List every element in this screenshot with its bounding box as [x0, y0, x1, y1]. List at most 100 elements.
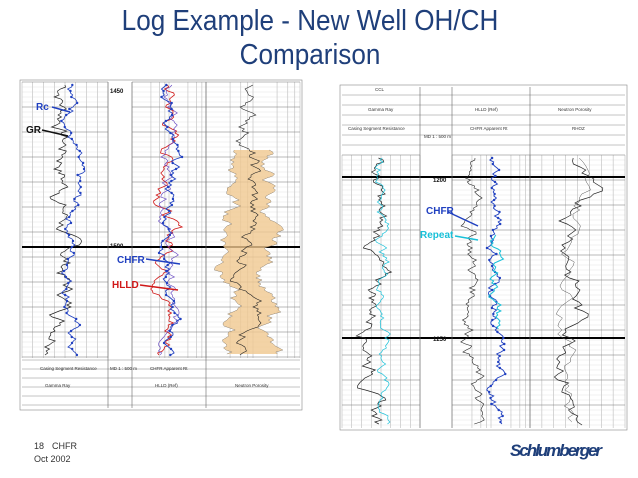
- log-marker: [64, 227, 67, 231]
- log-marker: [170, 113, 174, 117]
- log-marker: [170, 203, 174, 207]
- log-marker: [78, 323, 82, 327]
- log-marker: [497, 408, 500, 412]
- log-marker: [71, 239, 75, 243]
- log-marker: [491, 288, 494, 292]
- annotation-arrow: [139, 284, 179, 291]
- log-marker: [161, 239, 164, 243]
- log-marker: [498, 276, 502, 280]
- log-marker: [170, 107, 173, 111]
- log-marker: [164, 119, 168, 123]
- log-marker: [493, 180, 497, 184]
- log-marker: [82, 167, 86, 171]
- log-marker: [163, 215, 166, 219]
- page-number: 18: [34, 441, 44, 451]
- log-marker: [172, 299, 176, 303]
- log-marker: [73, 197, 76, 201]
- log-marker: [79, 185, 82, 189]
- log-marker: [68, 107, 71, 111]
- log-marker: [78, 149, 81, 153]
- log-marker: [164, 293, 168, 297]
- log-marker: [491, 324, 495, 328]
- track-header: Casing Segment Resistance: [348, 126, 405, 131]
- log-marker: [490, 156, 494, 160]
- log-curve: [488, 234, 505, 330]
- annotation: Rc: [36, 102, 49, 113]
- log-marker: [490, 306, 494, 310]
- log-marker: [171, 197, 175, 201]
- log-marker: [180, 155, 184, 159]
- log-marker: [170, 101, 173, 105]
- log-marker: [169, 131, 172, 135]
- labels: 1450 1500 1200 1250 MD 1 : 500 m MD 1 : …: [26, 87, 603, 464]
- log-marker: [497, 360, 500, 364]
- log-marker: [176, 143, 179, 147]
- log-marker: [167, 227, 170, 231]
- log-marker: [494, 174, 497, 178]
- depth-label: 1450: [110, 89, 124, 95]
- log-marker: [63, 125, 66, 129]
- log-marker: [496, 330, 499, 334]
- log-marker: [65, 263, 69, 267]
- annotation-arrow: [41, 129, 69, 137]
- log-marker: [496, 216, 500, 220]
- log-marker: [174, 167, 178, 171]
- annotation-arrow: [454, 235, 479, 241]
- log-curve: [460, 157, 485, 425]
- log-marker: [171, 305, 174, 309]
- log-marker: [165, 83, 168, 87]
- depth-label: 1250: [433, 337, 447, 343]
- log-marker: [166, 185, 170, 189]
- log-marker: [69, 221, 73, 225]
- log-marker: [70, 245, 74, 249]
- log-marker: [71, 347, 74, 351]
- log-marker: [169, 347, 173, 351]
- log-marker: [493, 192, 496, 196]
- log-marker: [62, 269, 66, 273]
- log-curve: [43, 84, 82, 356]
- track-header: CHFR Apparent Rt: [470, 126, 508, 131]
- log-curve: [555, 157, 591, 423]
- log-marker: [75, 101, 79, 105]
- log-marker: [173, 311, 176, 315]
- log-marker: [501, 414, 504, 418]
- log-marker: [68, 215, 71, 219]
- log-marker: [65, 311, 68, 315]
- log-marker: [164, 275, 168, 279]
- log-images: [19, 79, 628, 431]
- log-marker: [492, 312, 495, 316]
- log-marker: [71, 209, 74, 213]
- log-marker: [179, 317, 182, 321]
- log-marker: [498, 210, 501, 214]
- log-marker: [67, 281, 70, 285]
- log-marker: [75, 317, 78, 321]
- log-marker: [63, 305, 66, 309]
- log-marker: [491, 162, 495, 166]
- depth-label: 1200: [433, 178, 447, 184]
- log-marker: [81, 161, 85, 165]
- footer-date: Oct 2002: [34, 454, 71, 464]
- track-header: Gamma Ray: [45, 383, 71, 388]
- annotation: CHFR: [426, 206, 455, 217]
- track-header: Neutron Porosity: [558, 107, 592, 112]
- log-marker: [492, 198, 496, 202]
- log-curve: [158, 84, 184, 356]
- depth-label: 1500: [110, 244, 124, 250]
- footer-topic: CHFR: [52, 441, 77, 451]
- log-marker: [76, 173, 79, 177]
- log-marker: [502, 336, 505, 340]
- log-marker: [64, 275, 68, 279]
- log-marker: [77, 203, 80, 207]
- log-marker: [63, 293, 67, 297]
- log-marker: [168, 233, 172, 237]
- log-marker: [491, 318, 494, 322]
- log-marker: [168, 329, 171, 333]
- log-marker: [72, 251, 76, 255]
- log-marker: [70, 95, 73, 99]
- log-curve: [60, 84, 86, 356]
- log-marker: [169, 353, 172, 357]
- log-marker: [495, 252, 498, 256]
- log-marker: [487, 390, 491, 394]
- annotation-arrow: [447, 211, 479, 227]
